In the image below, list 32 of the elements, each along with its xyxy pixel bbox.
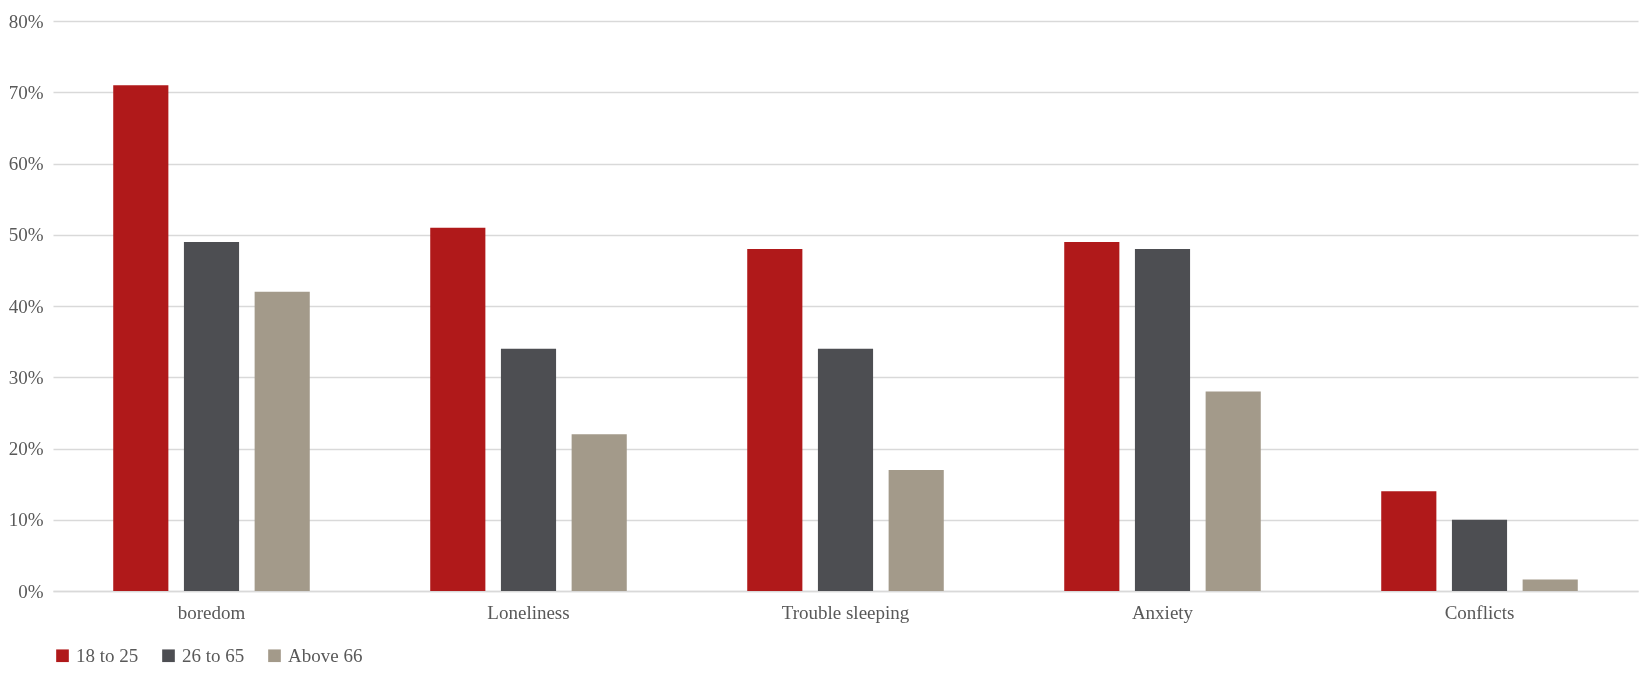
bar (1522, 579, 1578, 591)
bar (1205, 391, 1261, 591)
bar (1064, 241, 1120, 591)
bar (113, 85, 169, 591)
bar (183, 241, 240, 591)
bar (430, 227, 486, 591)
bar (571, 434, 627, 591)
y-tick-label: 10% (8, 509, 44, 531)
x-tick-label: Trouble sleeping (781, 601, 910, 623)
x-tick-label: Conflicts (1444, 601, 1515, 623)
legend-label: 18 to 25 (76, 644, 139, 666)
x-tick-label: boredom (177, 601, 246, 623)
bar (747, 249, 803, 591)
y-tick-label: 30% (8, 366, 44, 388)
x-tick-label: Anxiety (1131, 601, 1194, 623)
bar (817, 348, 874, 591)
x-tick-label: Loneliness (487, 601, 570, 623)
y-tick-label: 40% (8, 295, 44, 317)
y-tick-label: 60% (8, 153, 44, 174)
y-tick-label: 0% (18, 580, 44, 602)
legend-label: 26 to 65 (182, 644, 245, 666)
bar (1381, 491, 1437, 591)
legend-label: Above 66 (288, 644, 363, 666)
bar (888, 469, 944, 591)
bar (1134, 249, 1191, 591)
y-tick-label: 70% (8, 81, 44, 103)
y-tick-label: 20% (8, 438, 44, 459)
bar (500, 348, 557, 591)
y-tick-label: 80% (8, 10, 44, 32)
bar (254, 291, 310, 591)
y-tick-label: 50% (8, 224, 44, 246)
bar (1451, 519, 1508, 591)
